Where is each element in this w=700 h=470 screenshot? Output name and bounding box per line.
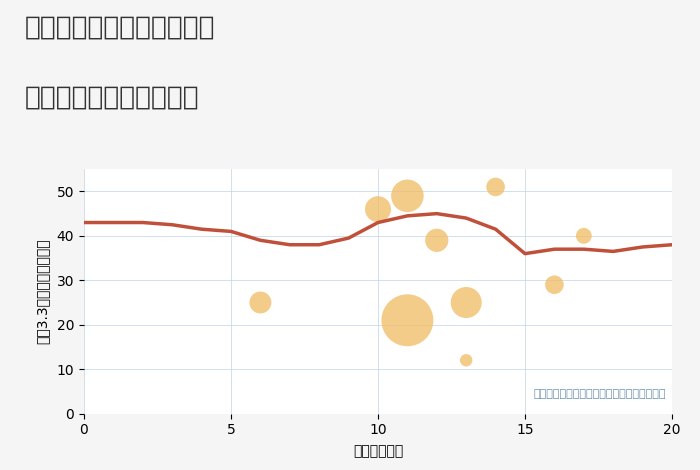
Point	[490, 183, 501, 191]
Point	[402, 192, 413, 200]
Text: 三重県四日市市平津新町の: 三重県四日市市平津新町の	[25, 14, 215, 40]
Y-axis label: 坪（3.3㎡）単価（万円）: 坪（3.3㎡）単価（万円）	[36, 239, 50, 344]
Point	[578, 232, 589, 240]
Point	[372, 205, 384, 213]
Point	[431, 236, 442, 244]
Point	[255, 299, 266, 306]
Point	[461, 299, 472, 306]
Text: 駅距離別中古戸建て価格: 駅距離別中古戸建て価格	[25, 85, 199, 110]
Text: 円の大きさは、取引のあった物件面積を示す: 円の大きさは、取引のあった物件面積を示す	[533, 389, 666, 399]
Point	[402, 316, 413, 324]
Point	[549, 281, 560, 289]
X-axis label: 駅距離（分）: 駅距離（分）	[353, 444, 403, 458]
Point	[461, 357, 472, 364]
